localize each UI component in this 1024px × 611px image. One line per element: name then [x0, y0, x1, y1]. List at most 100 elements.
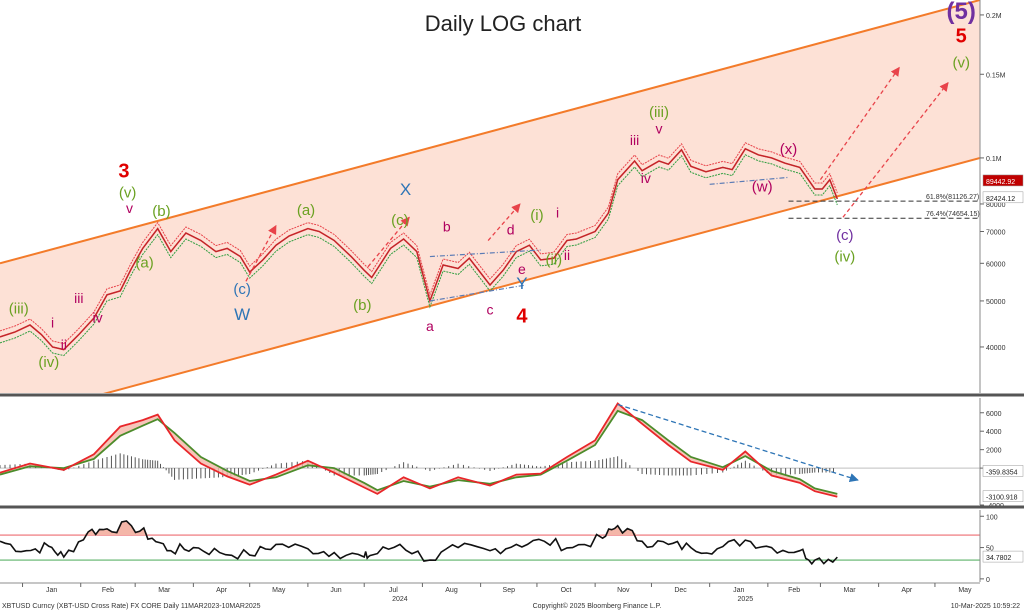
- wave-label: ii: [61, 337, 67, 353]
- macd-tick-label: 6000: [986, 411, 1002, 418]
- year-label: 2024: [392, 596, 408, 603]
- month-label: Dec: [674, 587, 687, 594]
- macd-panel: 6000400020000-4000-359.8354-3100.918: [0, 398, 1024, 510]
- footer-right: 10-Mar-2025 10:59:22: [951, 603, 1020, 610]
- channel-fill: [0, 0, 980, 393]
- footer-center: Copyright© 2025 Bloomberg Finance L.P.: [533, 602, 662, 610]
- price-tick-label: 40000: [986, 345, 1006, 352]
- wave-label: (iv): [38, 354, 59, 371]
- wave-label: 3: [118, 160, 129, 182]
- moving-average-upper: [0, 142, 838, 345]
- wave-label: (b): [152, 203, 170, 220]
- rsi-overbought-fill: [0, 521, 838, 536]
- price-tag-label: 82424.12: [986, 196, 1015, 203]
- projection-arrow: [819, 66, 900, 181]
- price-tag-box: [982, 174, 1024, 187]
- macd-tick-label: 2000: [986, 448, 1002, 455]
- month-label: Jan: [46, 587, 57, 594]
- projection-arrow: [245, 224, 277, 282]
- wave-label: i: [51, 314, 54, 330]
- price-average-line: [0, 147, 839, 351]
- month-label: Jan: [733, 587, 744, 594]
- price-tick-label: 50000: [986, 299, 1006, 306]
- price-tick-label: 70000: [986, 230, 1006, 237]
- wave-label: b: [443, 219, 451, 235]
- wave-label: (a): [135, 254, 153, 271]
- wave-label: (iii): [649, 104, 669, 121]
- month-label: Mar: [158, 587, 171, 594]
- month-label: Jun: [330, 587, 341, 594]
- projection-arrow: [487, 203, 521, 241]
- wave-label: iv: [641, 170, 651, 186]
- wave-label: i: [556, 204, 559, 220]
- wave-label: v: [655, 121, 662, 137]
- wave-label: e: [518, 261, 526, 277]
- rsi-tick-label: 0: [986, 577, 990, 584]
- wave-label: (5): [947, 0, 976, 25]
- footer-left: XBTUSD Curncy (XBT-USD Cross Rate) FX CO…: [2, 603, 261, 610]
- month-label: May: [272, 587, 286, 594]
- wave-label: v: [126, 200, 133, 216]
- wave-trendline: [429, 249, 541, 258]
- macd-trendline: [617, 403, 859, 482]
- price-plot-area: [0, 0, 980, 393]
- wave-label: (iv): [834, 249, 855, 266]
- projection-arrow: [842, 81, 949, 218]
- moving-average-lower: [0, 154, 838, 357]
- price-tick-label: 60000: [986, 261, 1006, 268]
- month-label: Apr: [216, 587, 228, 594]
- wave-trendline: [429, 284, 526, 302]
- price-tag-label: 89442.92: [986, 179, 1015, 186]
- rsi-tag-box: [982, 550, 1024, 563]
- wave-label: (c): [836, 227, 854, 244]
- rsi-tag-label: 34.7802: [986, 555, 1011, 562]
- price-tick-label: 0.1M: [986, 156, 1002, 163]
- wave-label: (i): [530, 207, 543, 224]
- wave-label: ii: [564, 247, 570, 263]
- macd-tag-box: [982, 465, 1024, 477]
- month-label: Nov: [617, 587, 630, 594]
- wave-label: (v): [952, 55, 970, 72]
- wave-label: (ii): [546, 251, 563, 268]
- rsi-line: [0, 520, 838, 566]
- x-axis: Jan Feb Mar Apr May Jun Jul Aug Sep Oct Nov Dec Jan F…: [0, 582, 980, 603]
- wave-label: 5: [956, 25, 967, 47]
- macd-tick-label: 4000: [986, 429, 1002, 436]
- rsi-tick-label: 50: [986, 546, 994, 553]
- month-label: Mar: [843, 587, 856, 594]
- fib-level-label: 61.8%(81126.27): [926, 194, 979, 201]
- month-label: Jul: [389, 587, 398, 594]
- month-label: Oct: [561, 587, 572, 594]
- price-tag-box: [982, 191, 1024, 204]
- price-panel: 61.8%(81126.27)76.4%(74654.15)(iii)iii(i…: [0, 0, 1024, 397]
- wave-label: (b): [353, 297, 371, 314]
- wave-label: X: [400, 180, 411, 199]
- month-label: Apr: [901, 587, 913, 594]
- month-label: May: [958, 587, 972, 594]
- wave-label: Y: [516, 274, 527, 293]
- wave-trendline: [709, 176, 789, 185]
- price-tick-label: 0.2M: [986, 13, 1002, 20]
- month-label: Aug: [445, 587, 458, 594]
- wave-label: 4: [516, 306, 528, 328]
- month-label: Feb: [788, 587, 800, 594]
- wave-label: iv: [93, 310, 103, 326]
- wave-label: (a): [297, 202, 315, 219]
- month-label: Feb: [102, 587, 114, 594]
- wave-label: iii: [74, 290, 83, 306]
- wave-label: (x): [780, 141, 798, 158]
- wave-label: c: [487, 302, 494, 318]
- chart-title: Daily LOG chart: [425, 11, 582, 36]
- rsi-panel: 100 50 0 34.7802: [0, 510, 1024, 584]
- wave-label: (c): [391, 212, 409, 229]
- channel-upper-line: [0, 0, 980, 265]
- price-tick-label: 80000: [986, 202, 1006, 209]
- wave-label: (v): [119, 185, 137, 202]
- projection-arrow: [367, 216, 410, 268]
- year-label: 2025: [738, 596, 754, 603]
- price-tick-label: 0.15M: [986, 72, 1006, 79]
- macd-tag-label: -359.8354: [986, 469, 1018, 476]
- wave-label: W: [234, 305, 250, 324]
- wave-label: d: [507, 221, 515, 237]
